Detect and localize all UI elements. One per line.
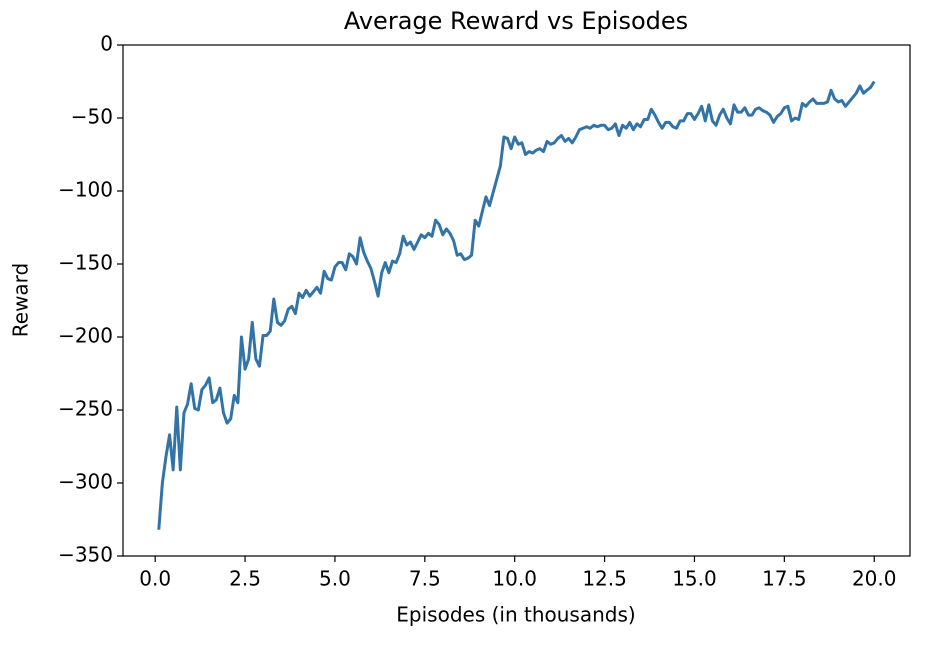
x-tick-label: 2.5: [229, 567, 261, 591]
plot-frame: [122, 44, 911, 557]
y-tick-label: −100: [58, 178, 113, 202]
line-series: [157, 80, 876, 530]
y-tick-label: −200: [58, 324, 113, 348]
x-tick-label: 15.0: [672, 567, 717, 591]
y-tick-label: −250: [58, 397, 113, 421]
chart-title: Average Reward vs Episodes: [344, 7, 688, 35]
x-tick-label: 7.5: [409, 567, 441, 591]
x-tick-label: 17.5: [762, 567, 807, 591]
y-tick-label: −150: [58, 251, 113, 275]
x-tick-label: 20.0: [852, 567, 897, 591]
x-tick-label: 5.0: [319, 567, 351, 591]
x-tick-label: 10.0: [492, 567, 537, 591]
x-tick-label: 0.0: [139, 567, 171, 591]
y-tick-label: −300: [58, 470, 113, 494]
y-tick-label: −350: [58, 543, 113, 567]
x-tick-label: 12.5: [582, 567, 627, 591]
y-tick-label: 0: [100, 32, 113, 56]
y-axis-label: Reward: [9, 263, 33, 337]
x-axis-label: Episodes (in thousands): [396, 603, 635, 627]
y-tick-label: −50: [71, 105, 113, 129]
